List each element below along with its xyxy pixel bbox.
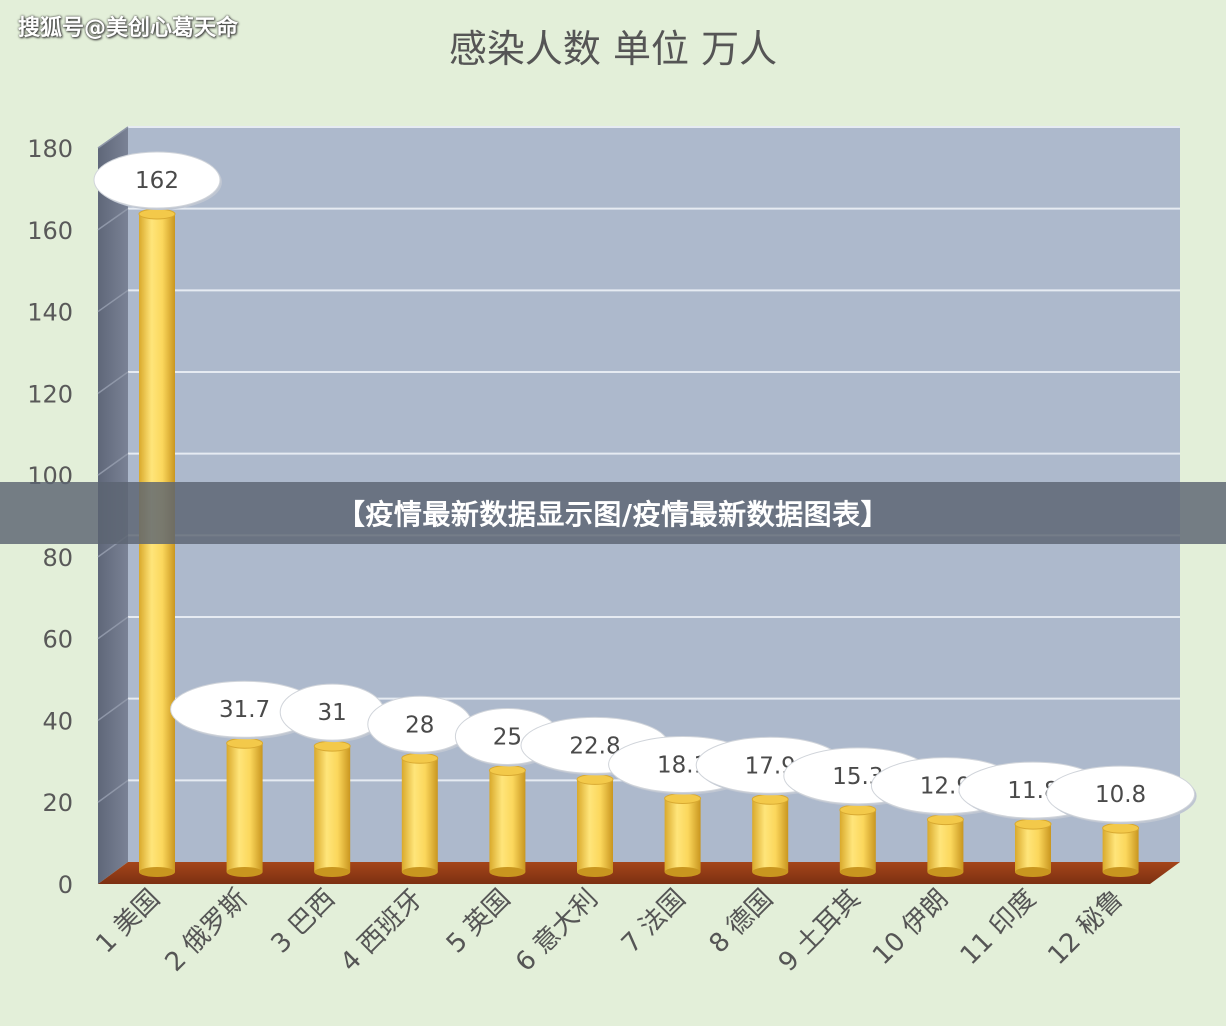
data-label: 10.8 [1095, 782, 1146, 808]
x-tick-label: 12 秘鲁 [1042, 884, 1129, 971]
bar [664, 798, 701, 872]
y-tick-label: 0 [58, 871, 73, 899]
y-tick-label: 120 [27, 380, 73, 408]
gridline-side [97, 371, 129, 394]
bar-base [401, 867, 438, 877]
bar-top [488, 764, 526, 776]
x-tick-label: 2 俄罗斯 [160, 884, 254, 978]
x-tick-label: 10 伊朗 [867, 884, 954, 971]
data-label: 28 [405, 712, 434, 738]
bar-top [839, 804, 877, 816]
bar-base [752, 867, 789, 877]
bar-top [664, 792, 702, 804]
chart-title: 感染人数 单位 万人 [449, 27, 777, 71]
bar [839, 809, 876, 872]
bar [752, 799, 789, 872]
data-label: 25 [493, 724, 522, 750]
x-tick-label: 6 意大利 [510, 884, 604, 978]
x-tick-label: 9 土耳其 [773, 884, 867, 978]
bar-top [226, 737, 264, 749]
overlay-banner: 【疫情最新数据显示图/疫情最新数据图表】 [0, 482, 1226, 544]
bar-base [1015, 867, 1051, 877]
bar-base [226, 867, 263, 877]
bar [1102, 828, 1139, 872]
bar-top [138, 208, 176, 220]
x-tick-label: 7 法国 [616, 884, 692, 960]
bar [401, 758, 438, 872]
data-label-bubble [1046, 765, 1196, 823]
gridline-side [97, 208, 129, 231]
x-tick-label: 5 英国 [441, 884, 517, 960]
bar-base [577, 867, 613, 877]
bar-base [839, 867, 876, 877]
gridline-side [97, 698, 129, 722]
bar-top [751, 793, 789, 805]
bar-top [313, 740, 351, 752]
bar-top [926, 814, 964, 826]
bar-base [314, 867, 351, 877]
x-tick-label: 1 美国 [90, 884, 166, 960]
bar-top [1014, 818, 1052, 830]
y-tick-label: 180 [27, 135, 73, 163]
bar-top [401, 752, 439, 764]
bar [226, 743, 263, 872]
data-label: 31 [318, 700, 347, 726]
data-label-bubble [93, 151, 221, 209]
bar [1015, 824, 1051, 872]
bar-base [1102, 867, 1139, 877]
bar [577, 779, 613, 872]
y-tick-label: 20 [42, 789, 73, 817]
bar-top [576, 773, 614, 785]
y-tick-label: 80 [42, 544, 73, 572]
gridline-side [97, 779, 129, 803]
bar [927, 819, 964, 872]
overlay-caption: 【疫情最新数据显示图/疫情最新数据图表】 [336, 498, 890, 531]
plot-floor [98, 862, 1180, 884]
data-label: 162 [135, 168, 179, 194]
y-tick-label: 40 [42, 707, 73, 735]
gridline-side [97, 289, 129, 313]
bar-base [927, 867, 964, 877]
x-tick-label: 4 西班牙 [335, 884, 429, 978]
gridline-side [97, 453, 129, 476]
bar [489, 770, 526, 872]
bar-top [1102, 822, 1140, 834]
watermark: 搜狐号@美创心葛天命 [18, 16, 239, 41]
bar-base [489, 867, 526, 877]
gridline-side [97, 126, 129, 149]
x-tick-label: 8 德国 [704, 884, 780, 960]
bar-base [139, 867, 175, 877]
bar-base [664, 867, 701, 877]
y-tick-label: 140 [27, 299, 73, 327]
y-tick-label: 60 [42, 626, 73, 654]
gridline-side [97, 616, 129, 640]
x-tick-label: 11 印度 [955, 884, 1042, 971]
data-label: 31.7 [219, 697, 270, 723]
x-tick-label: 3 巴西 [266, 884, 342, 960]
y-tick-label: 160 [27, 217, 73, 245]
bar [314, 746, 351, 872]
